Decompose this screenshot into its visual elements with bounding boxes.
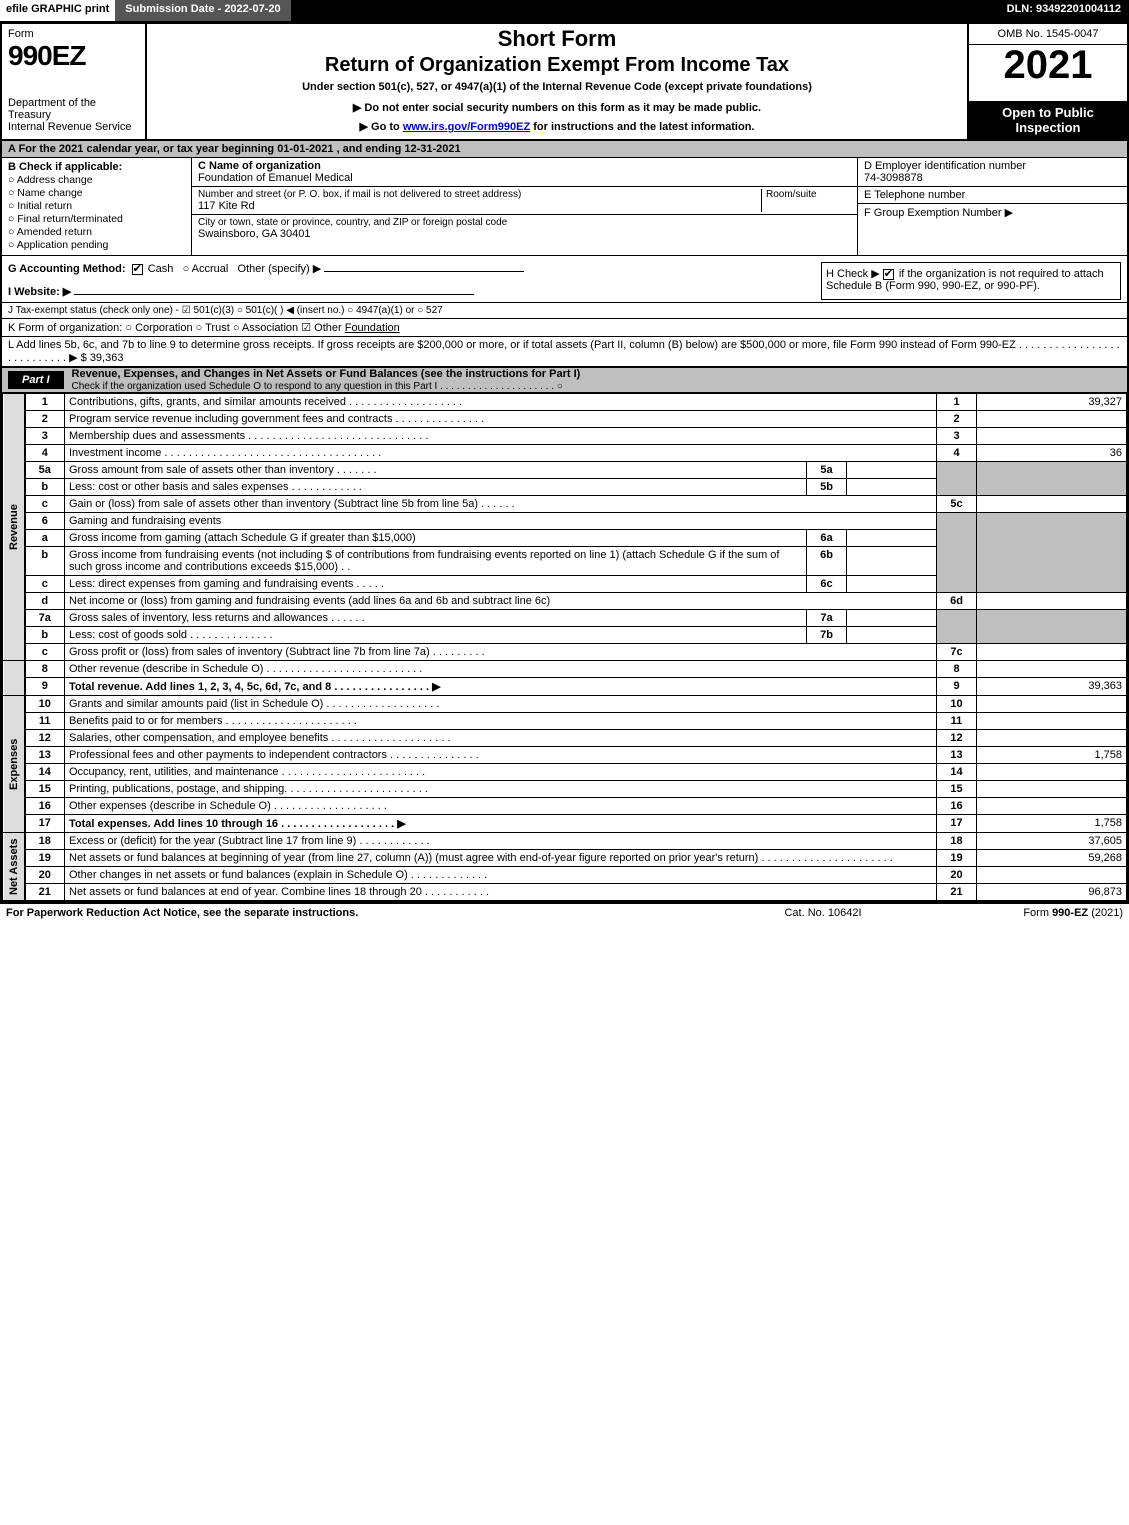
amt-17: 1,758 xyxy=(977,815,1127,833)
header-right: OMB No. 1545-0047 2021 Open to Public In… xyxy=(967,24,1127,139)
dept-label: Department of the Treasury Internal Reve… xyxy=(8,97,139,133)
amt-1: 39,327 xyxy=(977,394,1127,411)
chk-schedule-b[interactable] xyxy=(883,269,894,280)
amt-4: 36 xyxy=(977,445,1127,462)
side-expenses: Expenses xyxy=(3,696,25,833)
chk-final-return[interactable]: Final return/terminated xyxy=(8,213,185,225)
amt-7c xyxy=(977,644,1127,661)
f-label: F Group Exemption Number ▶ xyxy=(864,206,1121,219)
street-value: 117 Kite Rd xyxy=(198,200,761,212)
open-inspection: Open to Public Inspection xyxy=(969,101,1127,139)
section-b: B Check if applicable: Address change Na… xyxy=(2,158,192,255)
footer-cat: Cat. No. 10642I xyxy=(723,907,923,919)
amt-14 xyxy=(977,764,1127,781)
row-a-tax-year: A For the 2021 calendar year, or tax yea… xyxy=(2,141,1127,158)
chk-name-change[interactable]: Name change xyxy=(8,187,185,199)
amt-6d xyxy=(977,593,1127,610)
header-left: Form 990EZ Department of the Treasury In… xyxy=(2,24,147,139)
return-title: Return of Organization Exempt From Incom… xyxy=(155,54,959,77)
room-label: Room/suite xyxy=(766,189,851,200)
header-center: Short Form Return of Organization Exempt… xyxy=(147,24,967,139)
efile-label[interactable]: efile GRAPHIC print xyxy=(0,0,115,21)
section-d-e-f: D Employer identification number 74-3098… xyxy=(857,158,1127,255)
city-label: City or town, state or province, country… xyxy=(198,217,851,228)
c-name-label: C Name of organization xyxy=(198,160,851,172)
under-section: Under section 501(c), 527, or 4947(a)(1)… xyxy=(155,81,959,93)
part-i-check: Check if the organization used Schedule … xyxy=(72,381,563,392)
j-tax-exempt: J Tax-exempt status (check only one) - ☑… xyxy=(2,303,1127,319)
k-form-org: K Form of organization: ○ Corporation ○ … xyxy=(2,319,1127,337)
side-revenue: Revenue xyxy=(3,394,25,661)
short-form-title: Short Form xyxy=(155,26,959,52)
form-number: 990EZ xyxy=(8,40,139,72)
street-label: Number and street (or P. O. box, if mail… xyxy=(198,189,761,200)
dln-label: DLN: 93492201004112 xyxy=(999,0,1129,21)
irs-link[interactable]: www.irs.gov/Form990EZ xyxy=(403,121,530,133)
form-word: Form xyxy=(8,28,139,40)
footer-right: Form 990-EZ (2021) xyxy=(923,907,1123,919)
part-i-header: Part I Revenue, Expenses, and Changes in… xyxy=(2,368,1127,393)
chk-application-pending[interactable]: Application pending xyxy=(8,239,185,251)
l-value: 39,363 xyxy=(90,352,124,364)
amt-19: 59,268 xyxy=(977,850,1127,867)
omb-number: OMB No. 1545-0047 xyxy=(969,24,1127,45)
amt-9: 39,363 xyxy=(977,678,1127,696)
row-g-h: G Accounting Method: Cash ○ Accrual Othe… xyxy=(2,256,1127,303)
amt-5c xyxy=(977,496,1127,513)
g-accounting: G Accounting Method: Cash ○ Accrual Othe… xyxy=(8,262,791,275)
amt-12 xyxy=(977,730,1127,747)
page-footer: For Paperwork Reduction Act Notice, see … xyxy=(0,903,1129,922)
amt-2 xyxy=(977,411,1127,428)
b-label: B Check if applicable: xyxy=(8,161,185,173)
amt-18: 37,605 xyxy=(977,833,1127,850)
side-net-assets: Net Assets xyxy=(3,833,25,901)
amt-15 xyxy=(977,781,1127,798)
chk-amended-return[interactable]: Amended return xyxy=(8,226,185,238)
amt-13: 1,758 xyxy=(977,747,1127,764)
form-container: Form 990EZ Department of the Treasury In… xyxy=(0,22,1129,903)
d-label: D Employer identification number xyxy=(864,160,1121,172)
footer-left: For Paperwork Reduction Act Notice, see … xyxy=(6,907,723,919)
form-header: Form 990EZ Department of the Treasury In… xyxy=(2,24,1127,141)
i-website: I Website: ▶ xyxy=(8,283,791,300)
part-i-title: Revenue, Expenses, and Changes in Net As… xyxy=(72,368,581,380)
l-gross-receipts: L Add lines 5b, 6c, and 7b to line 9 to … xyxy=(2,337,1127,368)
other-specify-input[interactable] xyxy=(324,271,524,272)
chk-address-change[interactable]: Address change xyxy=(8,174,185,186)
e-label: E Telephone number xyxy=(864,189,1121,201)
org-name: Foundation of Emanuel Medical xyxy=(198,172,851,184)
website-input[interactable] xyxy=(74,294,474,295)
amt-3 xyxy=(977,428,1127,445)
ssn-warning: ▶ Do not enter social security numbers o… xyxy=(155,101,959,114)
goto-link-line: ▶ Go to www.irs.gov/Form990EZ for instru… xyxy=(155,120,959,133)
city-value: Swainsboro, GA 30401 xyxy=(198,228,851,240)
ein-value: 74-3098878 xyxy=(864,172,1121,184)
amt-16 xyxy=(977,798,1127,815)
top-bar: efile GRAPHIC print Submission Date - 20… xyxy=(0,0,1129,22)
amt-10 xyxy=(977,696,1127,713)
amt-21: 96,873 xyxy=(977,884,1127,901)
section-b-to-f: B Check if applicable: Address change Na… xyxy=(2,158,1127,256)
h-box: H Check ▶ if the organization is not req… xyxy=(821,262,1121,300)
k-other-value: Foundation xyxy=(345,322,400,334)
amt-20 xyxy=(977,867,1127,884)
submission-date: Submission Date - 2022-07-20 xyxy=(115,0,290,21)
chk-cash[interactable] xyxy=(132,264,143,275)
section-c: C Name of organization Foundation of Ema… xyxy=(192,158,857,255)
lines-table: Revenue 1 Contributions, gifts, grants, … xyxy=(2,393,1127,901)
amt-11 xyxy=(977,713,1127,730)
tax-year: 2021 xyxy=(969,45,1127,101)
amt-8 xyxy=(977,661,1127,678)
part-i-label: Part I xyxy=(8,371,64,389)
chk-initial-return[interactable]: Initial return xyxy=(8,200,185,212)
